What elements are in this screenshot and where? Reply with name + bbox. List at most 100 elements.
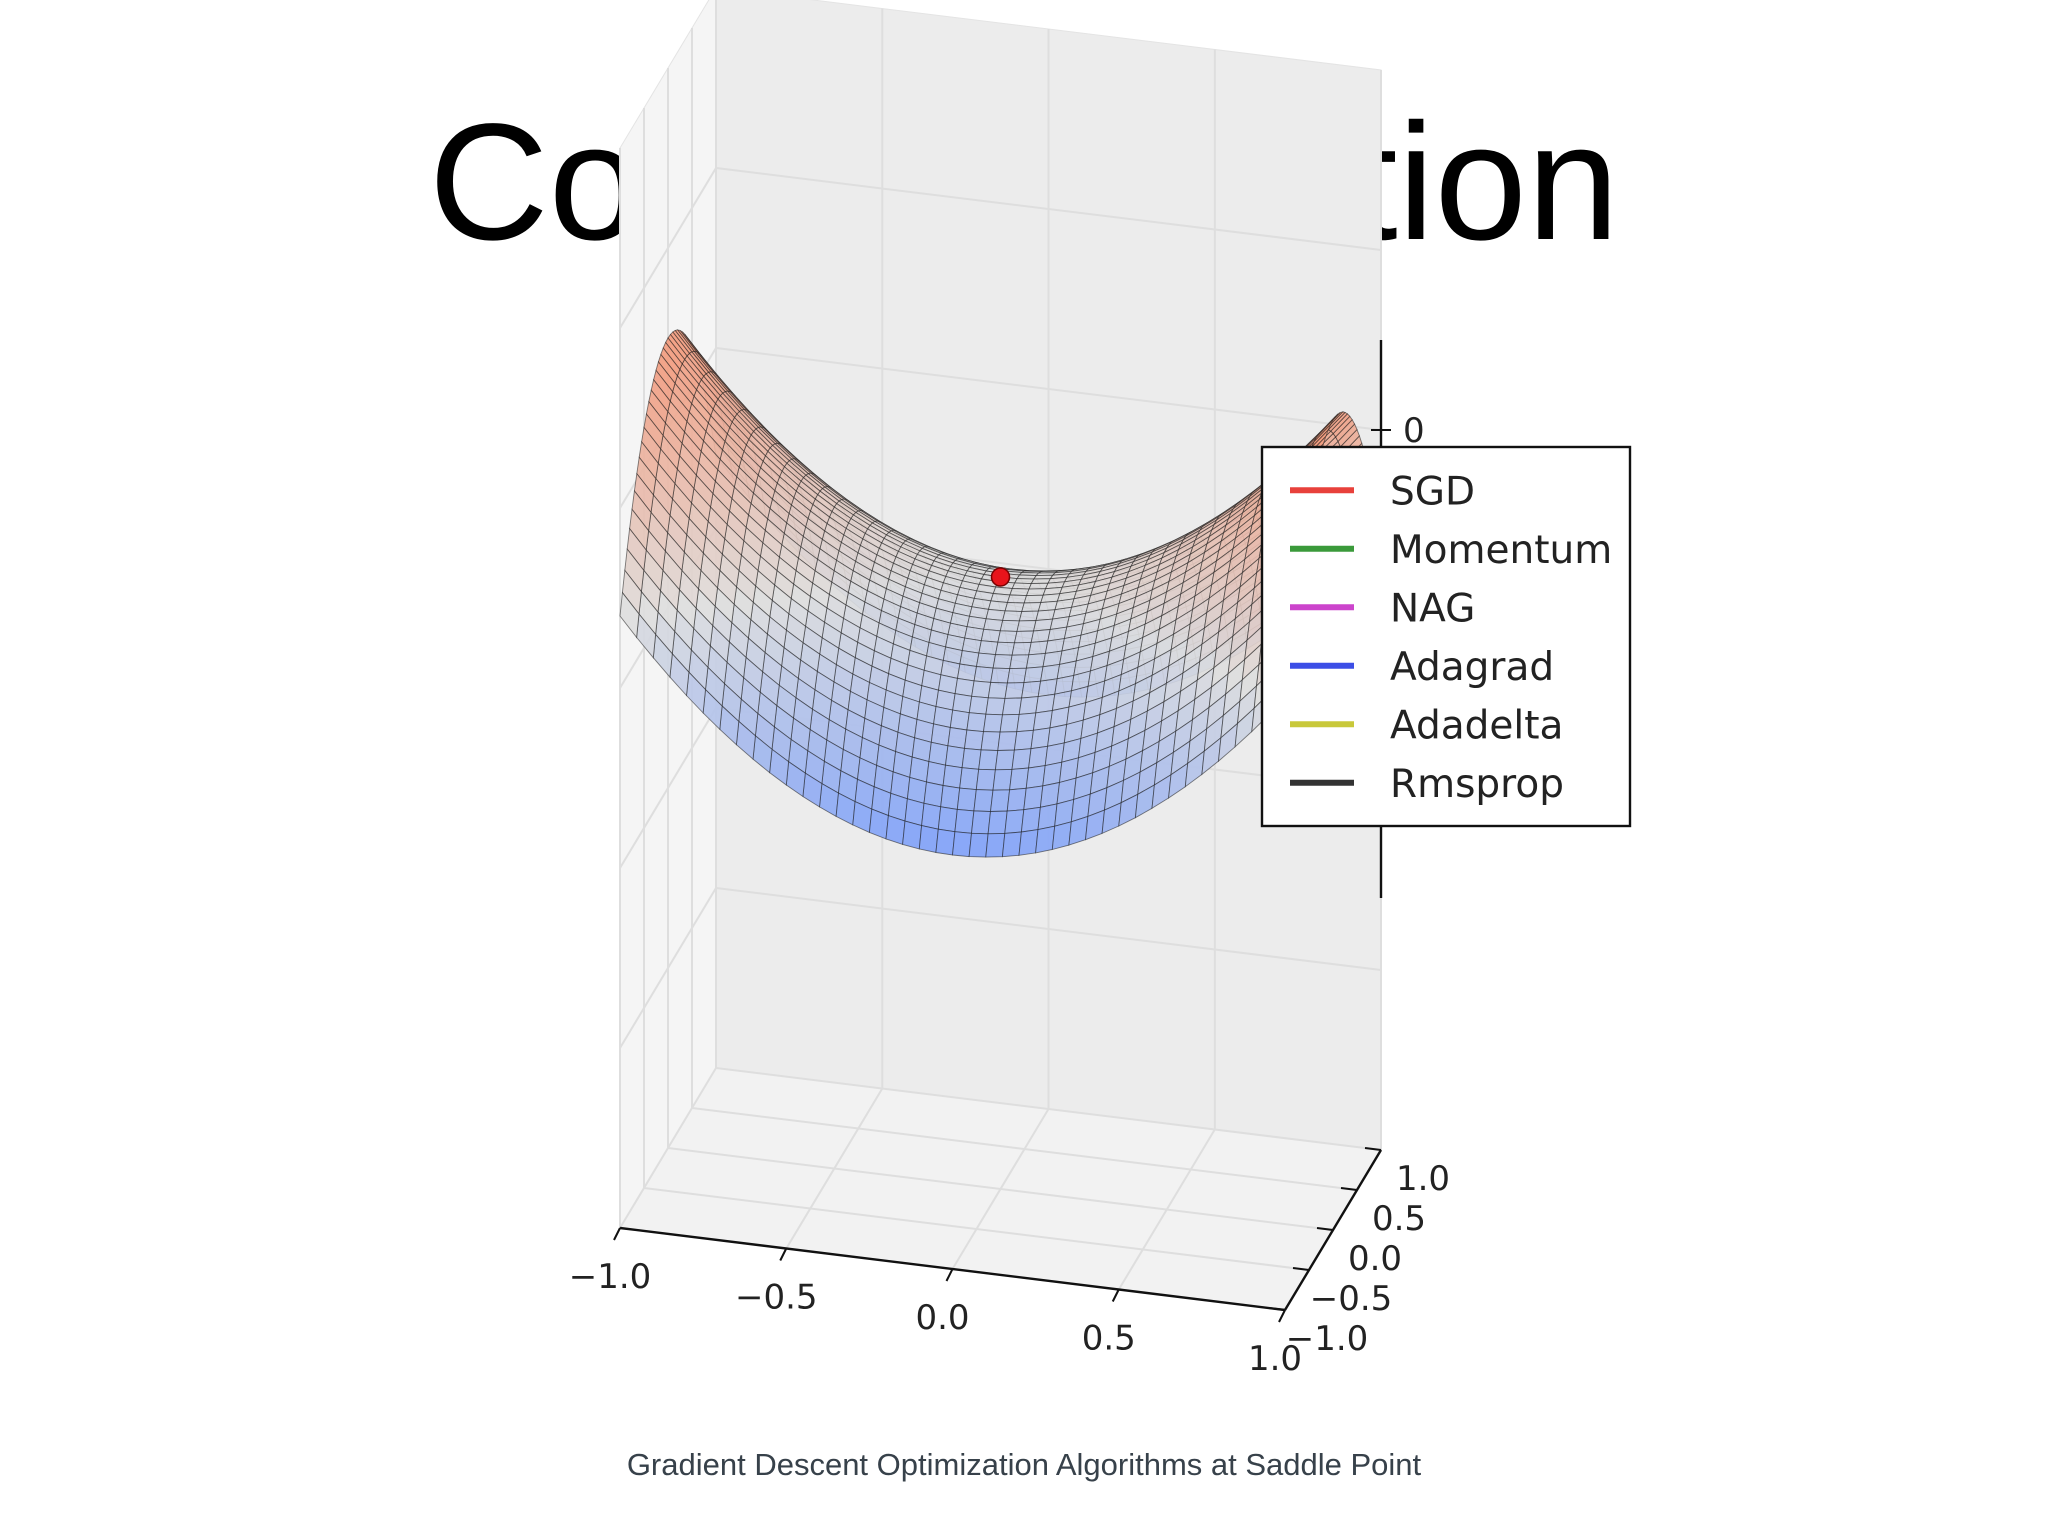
surface-patch bbox=[1030, 727, 1051, 750]
surface-patch bbox=[935, 828, 956, 856]
surface-patch bbox=[1001, 697, 1023, 716]
surface-patch bbox=[1006, 787, 1027, 812]
surface-patch bbox=[921, 802, 942, 830]
surface-patch bbox=[968, 832, 989, 858]
surface-patch bbox=[619, 591, 640, 639]
surface-patch bbox=[1013, 729, 1034, 751]
surface-patch bbox=[992, 654, 1013, 670]
surface-patch bbox=[1020, 806, 1041, 833]
surface-patch bbox=[971, 680, 992, 699]
surface-patch bbox=[1006, 667, 1027, 684]
x-tick-label: 1.0 bbox=[1248, 1339, 1302, 1379]
surface-patch bbox=[1018, 610, 1039, 622]
figure-caption: Gradient Descent Optimization Algorithms… bbox=[626, 1447, 1422, 1482]
surface-patch bbox=[1009, 588, 1030, 597]
surface-patch bbox=[954, 808, 975, 834]
gridline-z bbox=[619, 166, 1382, 329]
surface-patch bbox=[961, 747, 982, 770]
surface-patch bbox=[926, 761, 946, 787]
legend-label: SGD bbox=[1390, 469, 1475, 514]
surface-patch bbox=[997, 630, 1018, 644]
surface-patch bbox=[1001, 831, 1022, 858]
surface-patch bbox=[1011, 641, 1032, 656]
surface-patch bbox=[985, 832, 1006, 858]
axes-ticks: −1.0−0.50.00.51.0−1.0−0.50.00.51.0−4−20 bbox=[569, 411, 1453, 1379]
legend: SGD Momentum NAG Adagrad Adadelta Rmsprop bbox=[1260, 445, 1632, 828]
start-point bbox=[990, 567, 1011, 587]
surface-patch bbox=[973, 789, 994, 812]
x-tick-label: 0.0 bbox=[915, 1298, 969, 1338]
surface-patch bbox=[980, 731, 1001, 751]
surface-patch bbox=[952, 693, 973, 714]
surface-patch bbox=[902, 820, 923, 850]
surface-patch bbox=[1016, 712, 1037, 733]
surface-patch bbox=[1035, 693, 1056, 714]
surface-patch bbox=[997, 731, 1018, 751]
surface-patch bbox=[968, 695, 989, 715]
legend-label: NAG bbox=[1390, 586, 1475, 631]
surface-patch bbox=[963, 729, 985, 751]
surface-patch bbox=[1018, 696, 1039, 715]
y-tick-label: −0.5 bbox=[1310, 1279, 1393, 1319]
surface-patch bbox=[949, 709, 970, 731]
surface-patch bbox=[1030, 628, 1051, 643]
surface-patch bbox=[1032, 709, 1053, 731]
y-tick-mark bbox=[1292, 1267, 1310, 1271]
surface-patch bbox=[1028, 640, 1049, 656]
surface-patch bbox=[982, 713, 1004, 733]
surface-patch bbox=[994, 641, 1016, 656]
surface-patch bbox=[947, 726, 968, 749]
x-tick-label: −1.0 bbox=[569, 1257, 652, 1297]
surface-patch bbox=[994, 749, 1015, 771]
surface-patch bbox=[990, 667, 1011, 684]
surface-patch bbox=[1018, 829, 1039, 856]
surface-patch bbox=[971, 810, 991, 835]
surface-patch bbox=[1004, 602, 1025, 612]
surface-patch bbox=[954, 677, 975, 697]
gridline-z bbox=[619, 886, 1382, 1049]
x-tick-mark bbox=[1278, 1309, 1286, 1323]
y-tick-mark bbox=[1340, 1187, 1358, 1191]
start-point-marker bbox=[990, 567, 1011, 587]
surface-patch bbox=[956, 663, 978, 682]
surface-patch bbox=[992, 768, 1013, 791]
surface-patch bbox=[1028, 745, 1049, 769]
surface-patch bbox=[1023, 594, 1044, 604]
y-tick-label: 1.0 bbox=[1396, 1159, 1450, 1199]
surface-patch bbox=[1025, 588, 1047, 597]
surface-patch bbox=[937, 806, 958, 833]
surface-patch bbox=[1016, 620, 1037, 632]
surface-patch bbox=[1023, 666, 1044, 684]
surface-patch bbox=[1037, 803, 1058, 831]
legend-label: Rmsprop bbox=[1390, 762, 1564, 807]
surface-patch bbox=[1004, 682, 1025, 699]
surface-patch bbox=[989, 789, 1011, 812]
x-tick-label: 0.5 bbox=[1082, 1319, 1136, 1359]
surface-patch bbox=[983, 618, 1004, 632]
surface-patch bbox=[978, 749, 999, 771]
x-tick-mark bbox=[779, 1248, 788, 1261]
surface-patch bbox=[980, 628, 1001, 643]
surface-patch bbox=[959, 767, 980, 791]
surface-patch bbox=[1004, 809, 1025, 834]
surface-patch bbox=[918, 825, 939, 854]
legend-label: Momentum bbox=[1390, 528, 1612, 573]
surface-patch bbox=[1021, 680, 1042, 699]
surface-patch bbox=[885, 814, 906, 846]
surface-patch bbox=[1023, 785, 1044, 811]
legend-label: Adadelta bbox=[1390, 703, 1563, 748]
surface-patch bbox=[944, 745, 966, 769]
z-tick-label: 0 bbox=[1403, 411, 1425, 451]
y-tick-label: 0.5 bbox=[1372, 1199, 1426, 1239]
surface-patch bbox=[975, 768, 996, 791]
x-tick-label: −0.5 bbox=[735, 1278, 818, 1318]
x-tick-mark bbox=[945, 1268, 954, 1282]
surface-patch bbox=[1025, 652, 1046, 669]
legend-box bbox=[1260, 445, 1632, 828]
y-tick-label: −1.0 bbox=[1286, 1319, 1369, 1359]
surface-patch bbox=[1009, 767, 1030, 791]
y-tick-mark bbox=[1364, 1147, 1382, 1151]
surface-patch bbox=[942, 764, 963, 789]
surface-patch bbox=[1025, 765, 1046, 789]
